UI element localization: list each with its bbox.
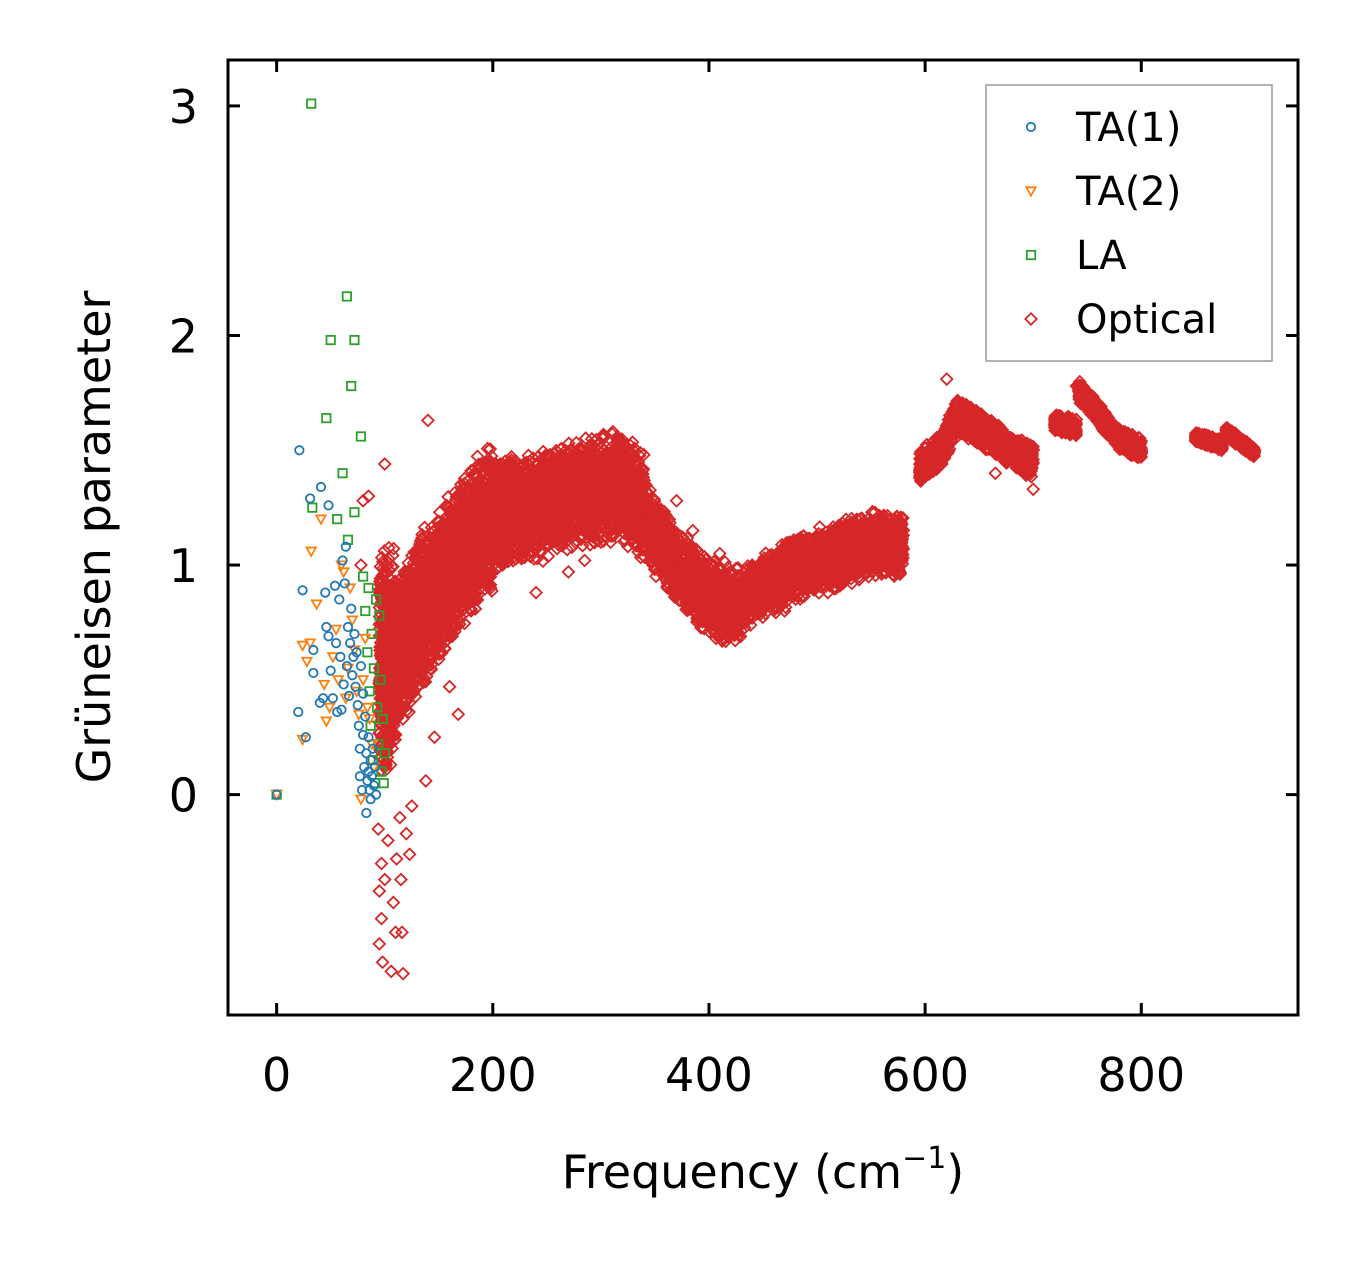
optical-point (373, 707, 388, 722)
optical-point (386, 541, 401, 556)
optical-point (373, 577, 388, 592)
optical-point (378, 741, 393, 756)
optical-point (372, 725, 387, 740)
optical-point (376, 561, 391, 576)
optical-point (372, 617, 387, 632)
optical-point (373, 643, 388, 658)
optical-point (373, 574, 388, 589)
series-optical (353, 372, 1262, 981)
data-layer (270, 98, 1262, 981)
